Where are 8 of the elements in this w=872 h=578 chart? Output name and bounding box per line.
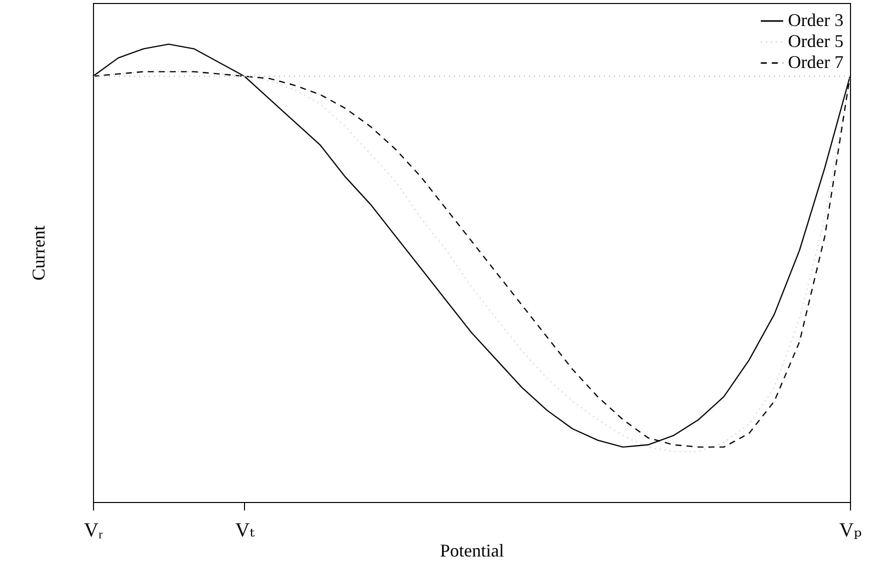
x-axis-title: Potential	[440, 540, 504, 560]
legend-label: Order 7	[788, 52, 844, 72]
x-tick-label: Vₚ	[839, 520, 862, 542]
x-tick-label: Vₜ	[235, 520, 255, 542]
legend-label: Order 3	[788, 10, 844, 30]
legend-label: Order 5	[788, 31, 844, 51]
x-tick-label: Vᵣ	[84, 520, 104, 542]
y-axis-title: Current	[28, 226, 48, 280]
